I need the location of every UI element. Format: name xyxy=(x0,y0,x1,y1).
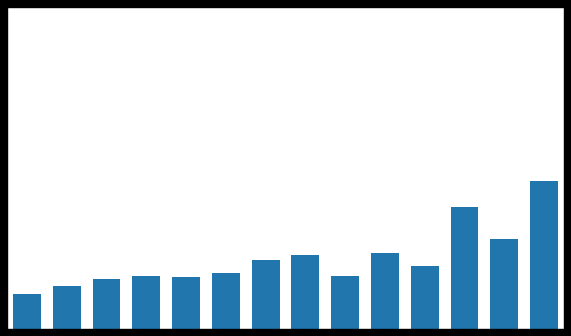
Bar xyxy=(411,266,439,329)
Bar xyxy=(252,260,280,329)
Bar xyxy=(53,286,81,329)
Bar xyxy=(490,239,518,329)
Bar xyxy=(371,253,399,329)
Bar xyxy=(172,277,200,329)
Bar xyxy=(13,294,41,329)
Bar xyxy=(212,273,240,329)
Bar xyxy=(331,276,359,329)
Bar xyxy=(291,255,319,329)
Bar xyxy=(132,276,160,329)
Bar xyxy=(530,181,558,329)
Bar xyxy=(451,207,478,329)
Bar xyxy=(93,279,120,329)
